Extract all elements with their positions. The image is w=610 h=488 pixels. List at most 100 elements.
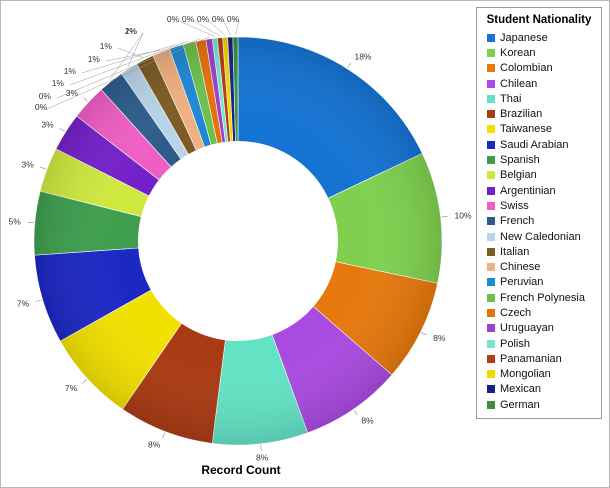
legend-swatch xyxy=(487,308,495,317)
legend-item-japanese[interactable]: Japanese xyxy=(477,30,601,45)
legend-swatch xyxy=(487,79,495,88)
legend-item-brazilian[interactable]: Brazilian xyxy=(477,106,601,121)
legend-item-german[interactable]: German xyxy=(477,397,601,412)
legend-item-argentinian[interactable]: Argentinian xyxy=(477,183,601,198)
legend-swatch xyxy=(487,125,495,134)
legend-item-korean[interactable]: Korean xyxy=(477,45,601,60)
legend-swatch xyxy=(487,186,495,195)
slice-label-peruvian: 1% xyxy=(64,66,77,76)
legend-label: Belgian xyxy=(500,169,537,182)
legend-label: Panamanian xyxy=(500,352,562,365)
leader-line-chilean xyxy=(353,409,358,416)
legend-swatch xyxy=(487,247,495,256)
slice-label-colombian: 8% xyxy=(433,333,446,343)
legend-item-taiwanese[interactable]: Taiwanese xyxy=(477,122,601,137)
legend-swatch xyxy=(487,293,495,302)
legend-item-italian[interactable]: Italian xyxy=(477,244,601,259)
leader-line-polish xyxy=(178,20,215,37)
legend-label: Korean xyxy=(500,46,536,59)
slice-label-french: 2% xyxy=(125,26,138,36)
legend-item-polish[interactable]: Polish xyxy=(477,336,601,351)
legend-swatch xyxy=(487,33,495,42)
leader-line-french-polynesia xyxy=(69,40,189,86)
legend-swatch xyxy=(487,201,495,210)
legend-item-uruguayan[interactable]: Uruguayan xyxy=(477,321,601,336)
legend-label: Argentinian xyxy=(500,184,556,197)
slice-label-new-caledonian: 1% xyxy=(125,26,138,36)
legend-title: Student Nationality xyxy=(486,14,592,26)
slice-label-korean: 10% xyxy=(455,211,472,221)
slice-label-mongolian: 0% xyxy=(197,14,210,24)
legend-item-peruvian[interactable]: Peruvian xyxy=(477,275,601,290)
legend-item-colombian[interactable]: Colombian xyxy=(477,61,601,76)
leader-line-czech xyxy=(56,38,201,99)
legend: Student Nationality Japanese Korean Colomb… xyxy=(476,7,602,419)
leader-line-mongolian xyxy=(208,20,226,36)
slice-label-saudi-arabian: 7% xyxy=(17,299,30,309)
leader-line-french xyxy=(109,32,144,80)
slice-label-mexican: 0% xyxy=(212,14,225,24)
legend-swatch xyxy=(487,385,495,394)
legend-swatch xyxy=(487,110,495,119)
leader-line-uruguayan xyxy=(46,36,209,110)
legend-label: French xyxy=(500,215,535,228)
legend-swatch xyxy=(487,48,495,57)
slice-label-polish: 0% xyxy=(167,14,180,24)
legend-item-french-polynesia[interactable]: French Polynesia xyxy=(477,290,601,305)
legend-swatch xyxy=(487,171,495,180)
legend-item-mongolian[interactable]: Mongolian xyxy=(477,367,601,382)
legend-swatch xyxy=(487,140,495,149)
leader-line-new-caledonian xyxy=(127,32,144,67)
legend-item-belgian[interactable]: Belgian xyxy=(477,168,601,183)
slice-label-panamanian: 0% xyxy=(182,14,195,24)
legend-label: Spanish xyxy=(500,154,540,167)
legend-item-french[interactable]: French xyxy=(477,214,601,229)
leader-line-argentinian xyxy=(59,128,65,132)
measure-label: Record Count xyxy=(201,463,281,477)
leader-line-swiss xyxy=(83,97,88,102)
legend-swatch xyxy=(487,400,495,409)
legend-swatch xyxy=(487,232,495,241)
slice-label-uruguayan: 0% xyxy=(35,102,48,112)
legend-item-chinese[interactable]: Chinese xyxy=(477,259,601,274)
slice-label-italian: 1% xyxy=(100,41,113,51)
legend-item-panamanian[interactable]: Panamanian xyxy=(477,351,601,366)
legend-item-thai[interactable]: Thai xyxy=(477,91,601,106)
slice-label-belgian: 3% xyxy=(22,160,35,170)
legend-label: Japanese xyxy=(500,31,548,44)
legend-label: Thai xyxy=(500,92,522,105)
legend-label: Mexican xyxy=(500,383,541,396)
slice-label-argentinian: 3% xyxy=(41,120,54,130)
leader-line-panamanian xyxy=(193,20,220,37)
legend-item-saudi-arabian[interactable]: Saudi Arabian xyxy=(477,137,601,152)
legend-label: Czech xyxy=(500,306,532,319)
slice-label-french-polynesia: 1% xyxy=(52,78,65,88)
legend-label: Brazilian xyxy=(500,108,543,121)
legend-item-spanish[interactable]: Spanish xyxy=(477,152,601,167)
legend-swatch xyxy=(487,278,495,287)
legend-item-new-caledonian[interactable]: New Caledonian xyxy=(477,229,601,244)
legend-items: Japanese Korean Colombian Chilean Thai Brazil… xyxy=(477,30,601,412)
legend-label: Taiwanese xyxy=(500,123,552,136)
legend-item-chilean[interactable]: Chilean xyxy=(477,76,601,91)
donut-hole xyxy=(138,141,338,341)
slice-label-czech: 0% xyxy=(39,91,52,101)
legend-item-mexican[interactable]: Mexican xyxy=(477,382,601,397)
legend-item-czech[interactable]: Czech xyxy=(477,305,601,320)
leader-line-thai xyxy=(260,444,262,451)
legend-label: Colombian xyxy=(500,62,553,75)
legend-swatch xyxy=(487,156,495,165)
leader-line-taiwanese xyxy=(82,379,87,384)
slice-label-spanish: 5% xyxy=(9,217,22,227)
legend-label: New Caledonian xyxy=(500,230,581,243)
legend-item-swiss[interactable]: Swiss xyxy=(477,198,601,213)
legend-label: German xyxy=(500,398,540,411)
leader-line-brazilian xyxy=(162,432,166,439)
legend-swatch xyxy=(487,94,495,103)
leader-line-belgian xyxy=(40,166,47,170)
slice-label-japanese: 18% xyxy=(354,52,371,62)
legend-label: Peruvian xyxy=(500,276,544,289)
legend-label: Polish xyxy=(500,337,530,350)
legend-swatch xyxy=(487,263,495,272)
